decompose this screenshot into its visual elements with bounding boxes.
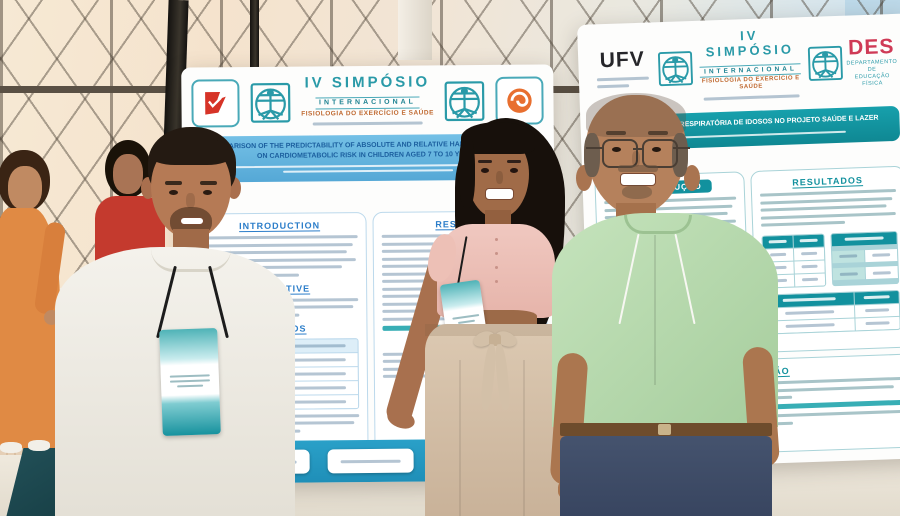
ear bbox=[684, 165, 700, 191]
glasses-lens bbox=[642, 139, 678, 168]
eyebrow bbox=[648, 131, 668, 135]
glasses-temple bbox=[673, 147, 690, 149]
white-shoe bbox=[0, 442, 22, 453]
table-cell bbox=[794, 260, 825, 274]
eyebrow bbox=[507, 160, 521, 163]
conference-badge bbox=[159, 328, 221, 436]
vitruvian-man-icon bbox=[250, 82, 291, 123]
des-wordmark: DES bbox=[847, 34, 895, 60]
mustache bbox=[618, 165, 658, 172]
table-cell bbox=[854, 290, 899, 304]
face bbox=[113, 154, 143, 194]
goatee bbox=[622, 185, 652, 199]
eye bbox=[481, 168, 489, 173]
white-shoe bbox=[28, 440, 50, 451]
table-cell bbox=[832, 267, 866, 281]
band-collar bbox=[624, 215, 692, 234]
des-logo: DES DEPARTAMENTO DE EDUCAÇÃO FÍSICA bbox=[843, 35, 900, 89]
eyebrow bbox=[606, 131, 626, 135]
eyebrow bbox=[165, 181, 182, 185]
glasses-temple bbox=[586, 147, 603, 149]
poster-left-header: IV SIMPÓSIO INTERNACIONAL FISIOLOGIA DO … bbox=[181, 64, 554, 132]
jeans bbox=[560, 436, 772, 516]
eye bbox=[203, 190, 212, 195]
nose-shadow bbox=[632, 151, 640, 167]
person-left-man bbox=[55, 125, 295, 516]
belt-buckle bbox=[658, 424, 671, 435]
table-cell bbox=[793, 234, 824, 248]
emblem-logo-icon bbox=[191, 78, 240, 128]
person-right-man bbox=[540, 85, 790, 516]
event-prefix: IV bbox=[739, 27, 759, 44]
table-cell bbox=[855, 316, 900, 330]
hairline bbox=[151, 137, 231, 165]
eye bbox=[169, 190, 178, 195]
eye bbox=[612, 147, 621, 152]
eyebrow bbox=[478, 160, 492, 163]
mullion-segment bbox=[250, 0, 259, 70]
vitruvian-man-icon bbox=[807, 45, 843, 81]
table-cell bbox=[854, 303, 900, 317]
buzzed-scalp bbox=[586, 93, 686, 137]
results-table-age bbox=[830, 230, 900, 286]
belt-bow-knot bbox=[489, 334, 501, 346]
event-subtitle: INTERNACIONAL bbox=[314, 96, 421, 110]
event-name: SIMPÓSIO bbox=[331, 73, 431, 92]
event-prefix: IV bbox=[304, 74, 325, 92]
event-name: SIMPÓSIO bbox=[705, 41, 795, 60]
buttons bbox=[495, 238, 498, 241]
side-hair bbox=[584, 133, 600, 177]
swirl-logo-icon bbox=[495, 76, 544, 125]
nose-shadow bbox=[186, 193, 195, 208]
eyebrow bbox=[200, 181, 217, 185]
smile bbox=[180, 217, 204, 225]
eye bbox=[652, 147, 661, 152]
table-cell bbox=[793, 247, 825, 261]
pants-crease bbox=[523, 360, 525, 516]
vitruvian-man-icon bbox=[657, 51, 694, 87]
white-pillar bbox=[398, 0, 432, 60]
smile bbox=[485, 188, 514, 200]
shirt-placket bbox=[654, 235, 656, 385]
face bbox=[8, 166, 42, 210]
pants-crease bbox=[459, 360, 461, 516]
table-cell bbox=[865, 248, 898, 262]
smile bbox=[620, 173, 656, 186]
attendee-orange-dress bbox=[0, 150, 78, 480]
des-sub-2: EDUCAÇÃO FÍSICA bbox=[854, 73, 890, 88]
table-cell bbox=[832, 249, 865, 264]
table-cell bbox=[831, 231, 897, 246]
nose-shadow bbox=[496, 171, 503, 184]
waistband bbox=[425, 324, 585, 336]
hair-strand bbox=[459, 136, 475, 208]
ufv-wordmark: UFV bbox=[599, 47, 646, 73]
table-cell bbox=[794, 273, 826, 287]
eye bbox=[510, 168, 518, 173]
table-cell bbox=[865, 266, 899, 280]
glasses-bridge bbox=[633, 148, 643, 150]
tshirt-collar bbox=[151, 249, 231, 272]
poster-left: IV SIMPÓSIO INTERNACIONAL FISIOLOGIA DO … bbox=[181, 64, 557, 484]
badge-text-blur bbox=[161, 374, 218, 388]
mint-shirt bbox=[552, 213, 778, 427]
